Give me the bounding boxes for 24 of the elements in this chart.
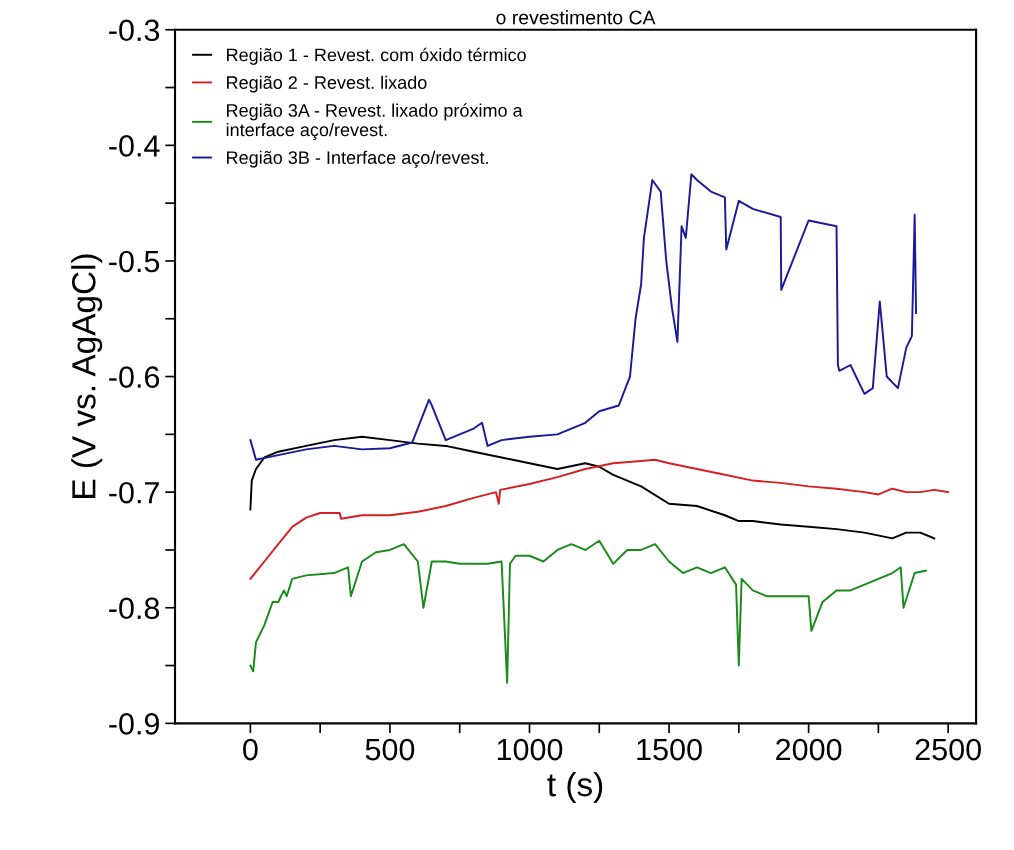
legend-label: Região 2 - Revest. lixado bbox=[227, 75, 427, 93]
y-tick-label: -0.3 bbox=[109, 19, 160, 42]
y-tick-label: -0.4 bbox=[109, 135, 160, 157]
x-axis-title: t (s) bbox=[547, 771, 603, 804]
line-series bbox=[249, 435, 936, 540]
x-tick-label: 500 bbox=[365, 738, 415, 761]
line-series bbox=[249, 458, 950, 580]
y-tick-label: -0.7 bbox=[109, 481, 159, 504]
x-tick-label: 2500 bbox=[915, 738, 981, 761]
y-tick-label: -0.9 bbox=[109, 713, 159, 735]
x-tick-label: 0 bbox=[243, 738, 258, 761]
y-tick-label: -0.6 bbox=[109, 366, 160, 388]
legend-label: Região 3A - Revest. lixado próximo a interface aço/revest. bbox=[226, 103, 523, 140]
x-tick-label: 2000 bbox=[776, 738, 842, 761]
y-tick-label: -0.5 bbox=[109, 250, 160, 273]
legend-label: Região 3B - Interface aço/revest. bbox=[227, 150, 488, 168]
y-axis-title: E (V vs. AgAgCl) bbox=[71, 254, 103, 498]
legend-label: Região 1 - Revest. com óxido térmico bbox=[227, 47, 526, 65]
y-tick-label: -0.8 bbox=[109, 597, 160, 620]
line-series bbox=[249, 539, 927, 684]
x-tick-label: 1000 bbox=[497, 738, 563, 761]
chart-title: o revestimento CA bbox=[496, 10, 656, 25]
line-series bbox=[249, 173, 918, 461]
x-tick-label: 1500 bbox=[637, 738, 702, 761]
